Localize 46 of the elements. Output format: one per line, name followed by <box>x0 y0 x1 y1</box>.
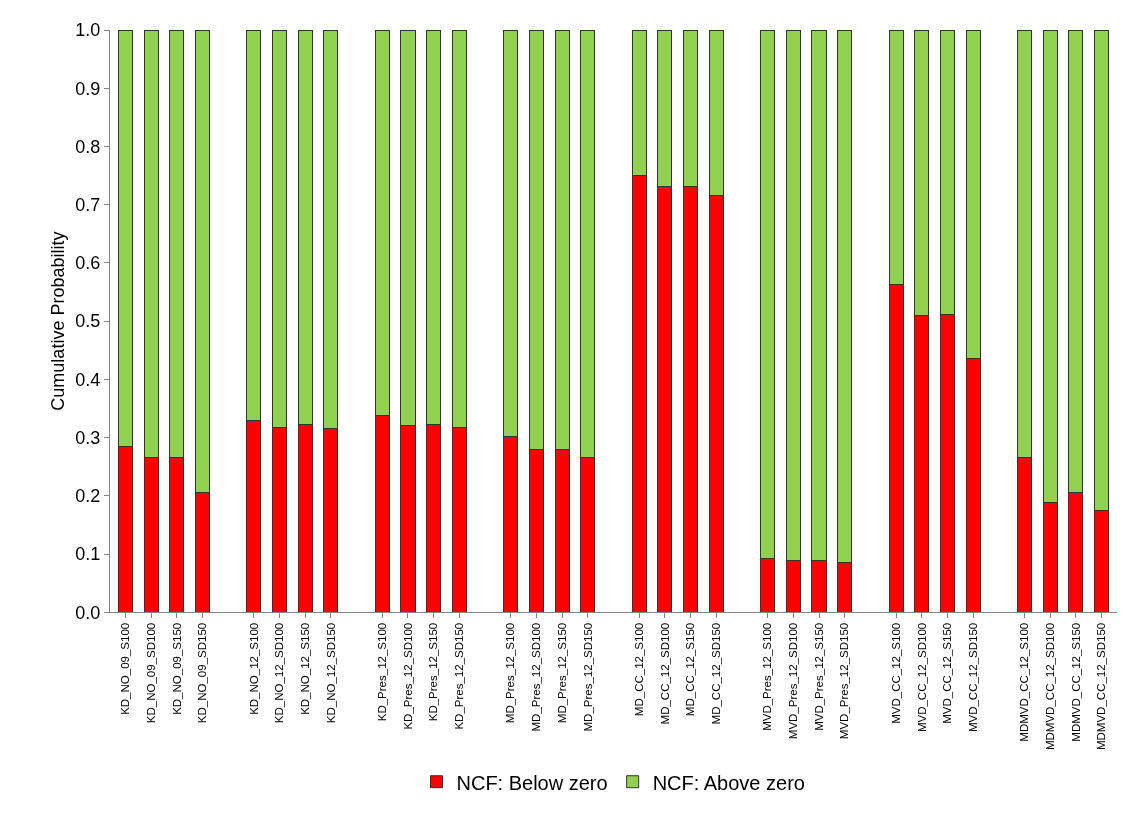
x-tick-label: MVD_CC_12_S150 <box>941 622 954 724</box>
x-tick-label: MDMVD_CC_12_SD100 <box>1043 622 1056 751</box>
x-tick-label: KD_Pres_12_SD100 <box>401 622 414 730</box>
x-tick-label: MD_CC_12_SD100 <box>658 622 671 725</box>
x-tick-label: KD_NO_12_SD150 <box>324 622 337 724</box>
y-tick-label: 0.1 <box>75 544 101 565</box>
x-tick-label: MD_Pres_12_SD100 <box>530 622 543 732</box>
x-tick-label: MVD_CC_12_S100 <box>889 622 902 724</box>
x-tick-label: MDMVD_CC_12_S100 <box>1018 622 1031 742</box>
x-tick-label: MVD_Pres_12_S100 <box>761 622 774 731</box>
x-tick-label: MD_Pres_12_S150 <box>555 622 568 724</box>
legend-label: NCF: Below zero <box>456 771 608 794</box>
y-axis-title: Cumulative Probability <box>48 231 68 411</box>
x-tick-label: MD_CC_12_S100 <box>632 622 645 717</box>
x-tick-label: KD_NO_09_S100 <box>119 622 132 715</box>
x-tick-label: MD_Pres_12_SD150 <box>581 622 594 732</box>
y-tick-label: 0.5 <box>75 311 101 332</box>
x-tick-label: MVD_Pres_12_S150 <box>812 622 825 731</box>
x-tick-label: KD_NO_12_SD100 <box>273 622 286 724</box>
y-tick-label: 0.0 <box>75 602 101 623</box>
x-tick-label: MDMVD_CC_12_SD150 <box>1095 622 1108 751</box>
x-tick-label: KD_NO_09_S150 <box>170 622 183 715</box>
x-tick-label: KD_NO_12_S150 <box>298 622 311 715</box>
y-tick-label: 0.2 <box>75 486 101 507</box>
x-tick-label: KD_Pres_12_SD150 <box>453 622 466 730</box>
y-tick-label: 0.4 <box>75 369 101 390</box>
x-tick-label: KD_NO_09_SD150 <box>196 622 209 724</box>
legend-label: NCF: Above zero <box>652 771 805 794</box>
x-tick-label: MD_CC_12_SD150 <box>710 622 722 725</box>
x-tick-label: MVD_CC_12_SD150 <box>966 622 979 733</box>
x-tick-label: KD_NO_09_SD100 <box>144 622 157 724</box>
x-tick-label: MDMVD_CC_12_S150 <box>1069 622 1082 742</box>
y-tick-label: 0.3 <box>75 427 101 448</box>
x-tick-label: MD_CC_12_S150 <box>684 622 697 717</box>
y-tick-label: 0.9 <box>75 78 101 99</box>
y-tick-label: 0.8 <box>75 136 101 157</box>
x-tick-label: MVD_Pres_12_SD100 <box>787 622 800 740</box>
x-tick-label: KD_Pres_12_S150 <box>427 622 440 722</box>
x-tick-label: KD_Pres_12_S100 <box>376 622 389 722</box>
y-tick-label: 0.7 <box>75 194 101 215</box>
x-tick-label: KD_NO_12_S100 <box>247 622 260 715</box>
x-tick-label: MD_Pres_12_S100 <box>504 622 517 724</box>
y-tick-label: 1.0 <box>75 20 101 41</box>
x-tick-label: MVD_CC_12_SD100 <box>915 622 928 733</box>
y-tick-label: 0.6 <box>75 253 101 274</box>
x-tick-label: MVD_Pres_12_SD150 <box>838 622 851 740</box>
